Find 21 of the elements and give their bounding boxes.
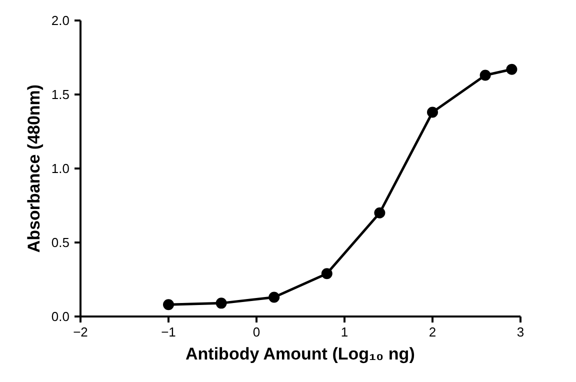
y-tick-label: 1.5 (51, 87, 70, 102)
point (163, 299, 174, 310)
x-tick-label: 2 (428, 324, 436, 340)
y-tick-label: 2.0 (51, 13, 70, 28)
y-tick-label: 0.0 (51, 309, 70, 324)
x-tick-label: −2 (73, 324, 88, 340)
x-axis-title: Antibody Amount (Log₁₀ ng) (186, 344, 415, 364)
point (216, 298, 227, 309)
point (268, 292, 280, 303)
point (480, 70, 491, 81)
x-tick-label: 1 (340, 324, 348, 340)
point (427, 106, 438, 118)
x-tick-label: 3 (516, 324, 524, 340)
x-tick-label: 0 (252, 324, 260, 340)
x-tick-label: −1 (161, 324, 176, 340)
point (321, 268, 332, 280)
y-tick-label: 1.0 (51, 161, 70, 176)
y-tick-label: 0.5 (51, 235, 70, 250)
y-axis-title: Absorbance (480nm) (24, 84, 44, 253)
point (374, 207, 386, 218)
point (506, 64, 518, 75)
